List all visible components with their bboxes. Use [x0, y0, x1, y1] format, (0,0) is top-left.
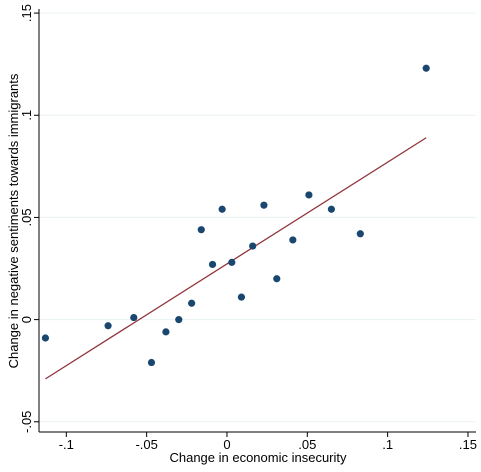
x-tick-label-3: .05	[298, 437, 316, 452]
data-point-1	[104, 322, 112, 330]
x-axis-title: Change in economic insecurity	[169, 450, 347, 465]
y-tick-label-4: .15	[19, 4, 34, 22]
data-point-8	[208, 260, 217, 269]
data-point-12	[249, 242, 257, 250]
axes: -.1 -.05 0 .05 .1 .15 -.05 0 .05 .1 .15	[19, 4, 477, 452]
data-point-3	[147, 358, 156, 367]
data-point-7	[197, 226, 205, 234]
y-tick-label-0: -.05	[19, 411, 34, 433]
x-tick-label-1: -.05	[135, 437, 157, 452]
x-tick-label-0: -.1	[59, 437, 74, 452]
data-point-9	[218, 205, 226, 213]
data-point-19	[422, 64, 430, 72]
y-tick-label-1: 0	[19, 316, 34, 323]
data-point-15	[289, 236, 297, 244]
y-tick-label-2: .05	[19, 208, 34, 226]
data-point-14	[273, 275, 281, 283]
data-point-6	[188, 299, 196, 307]
data-point-13	[260, 201, 268, 209]
y-axis-title: Change in negative sentiments towards im…	[6, 73, 21, 368]
data-point-0	[41, 334, 50, 342]
data-points	[41, 64, 430, 367]
data-point-10	[228, 258, 236, 266]
fit-line	[45, 137, 427, 380]
y-tick-label-3: .1	[19, 110, 34, 121]
data-point-2	[130, 313, 138, 322]
data-point-18	[356, 230, 364, 238]
data-point-16	[305, 191, 313, 199]
x-tick-label-2: 0	[223, 437, 230, 452]
data-point-17	[327, 205, 336, 213]
x-tick-label-4: .1	[382, 437, 393, 452]
data-point-5	[175, 316, 183, 324]
data-point-11	[237, 293, 246, 301]
x-tick-label-5: .15	[459, 437, 477, 452]
data-point-4	[162, 328, 170, 336]
fit-line-layer	[45, 137, 427, 380]
gridlines	[39, 12, 476, 423]
